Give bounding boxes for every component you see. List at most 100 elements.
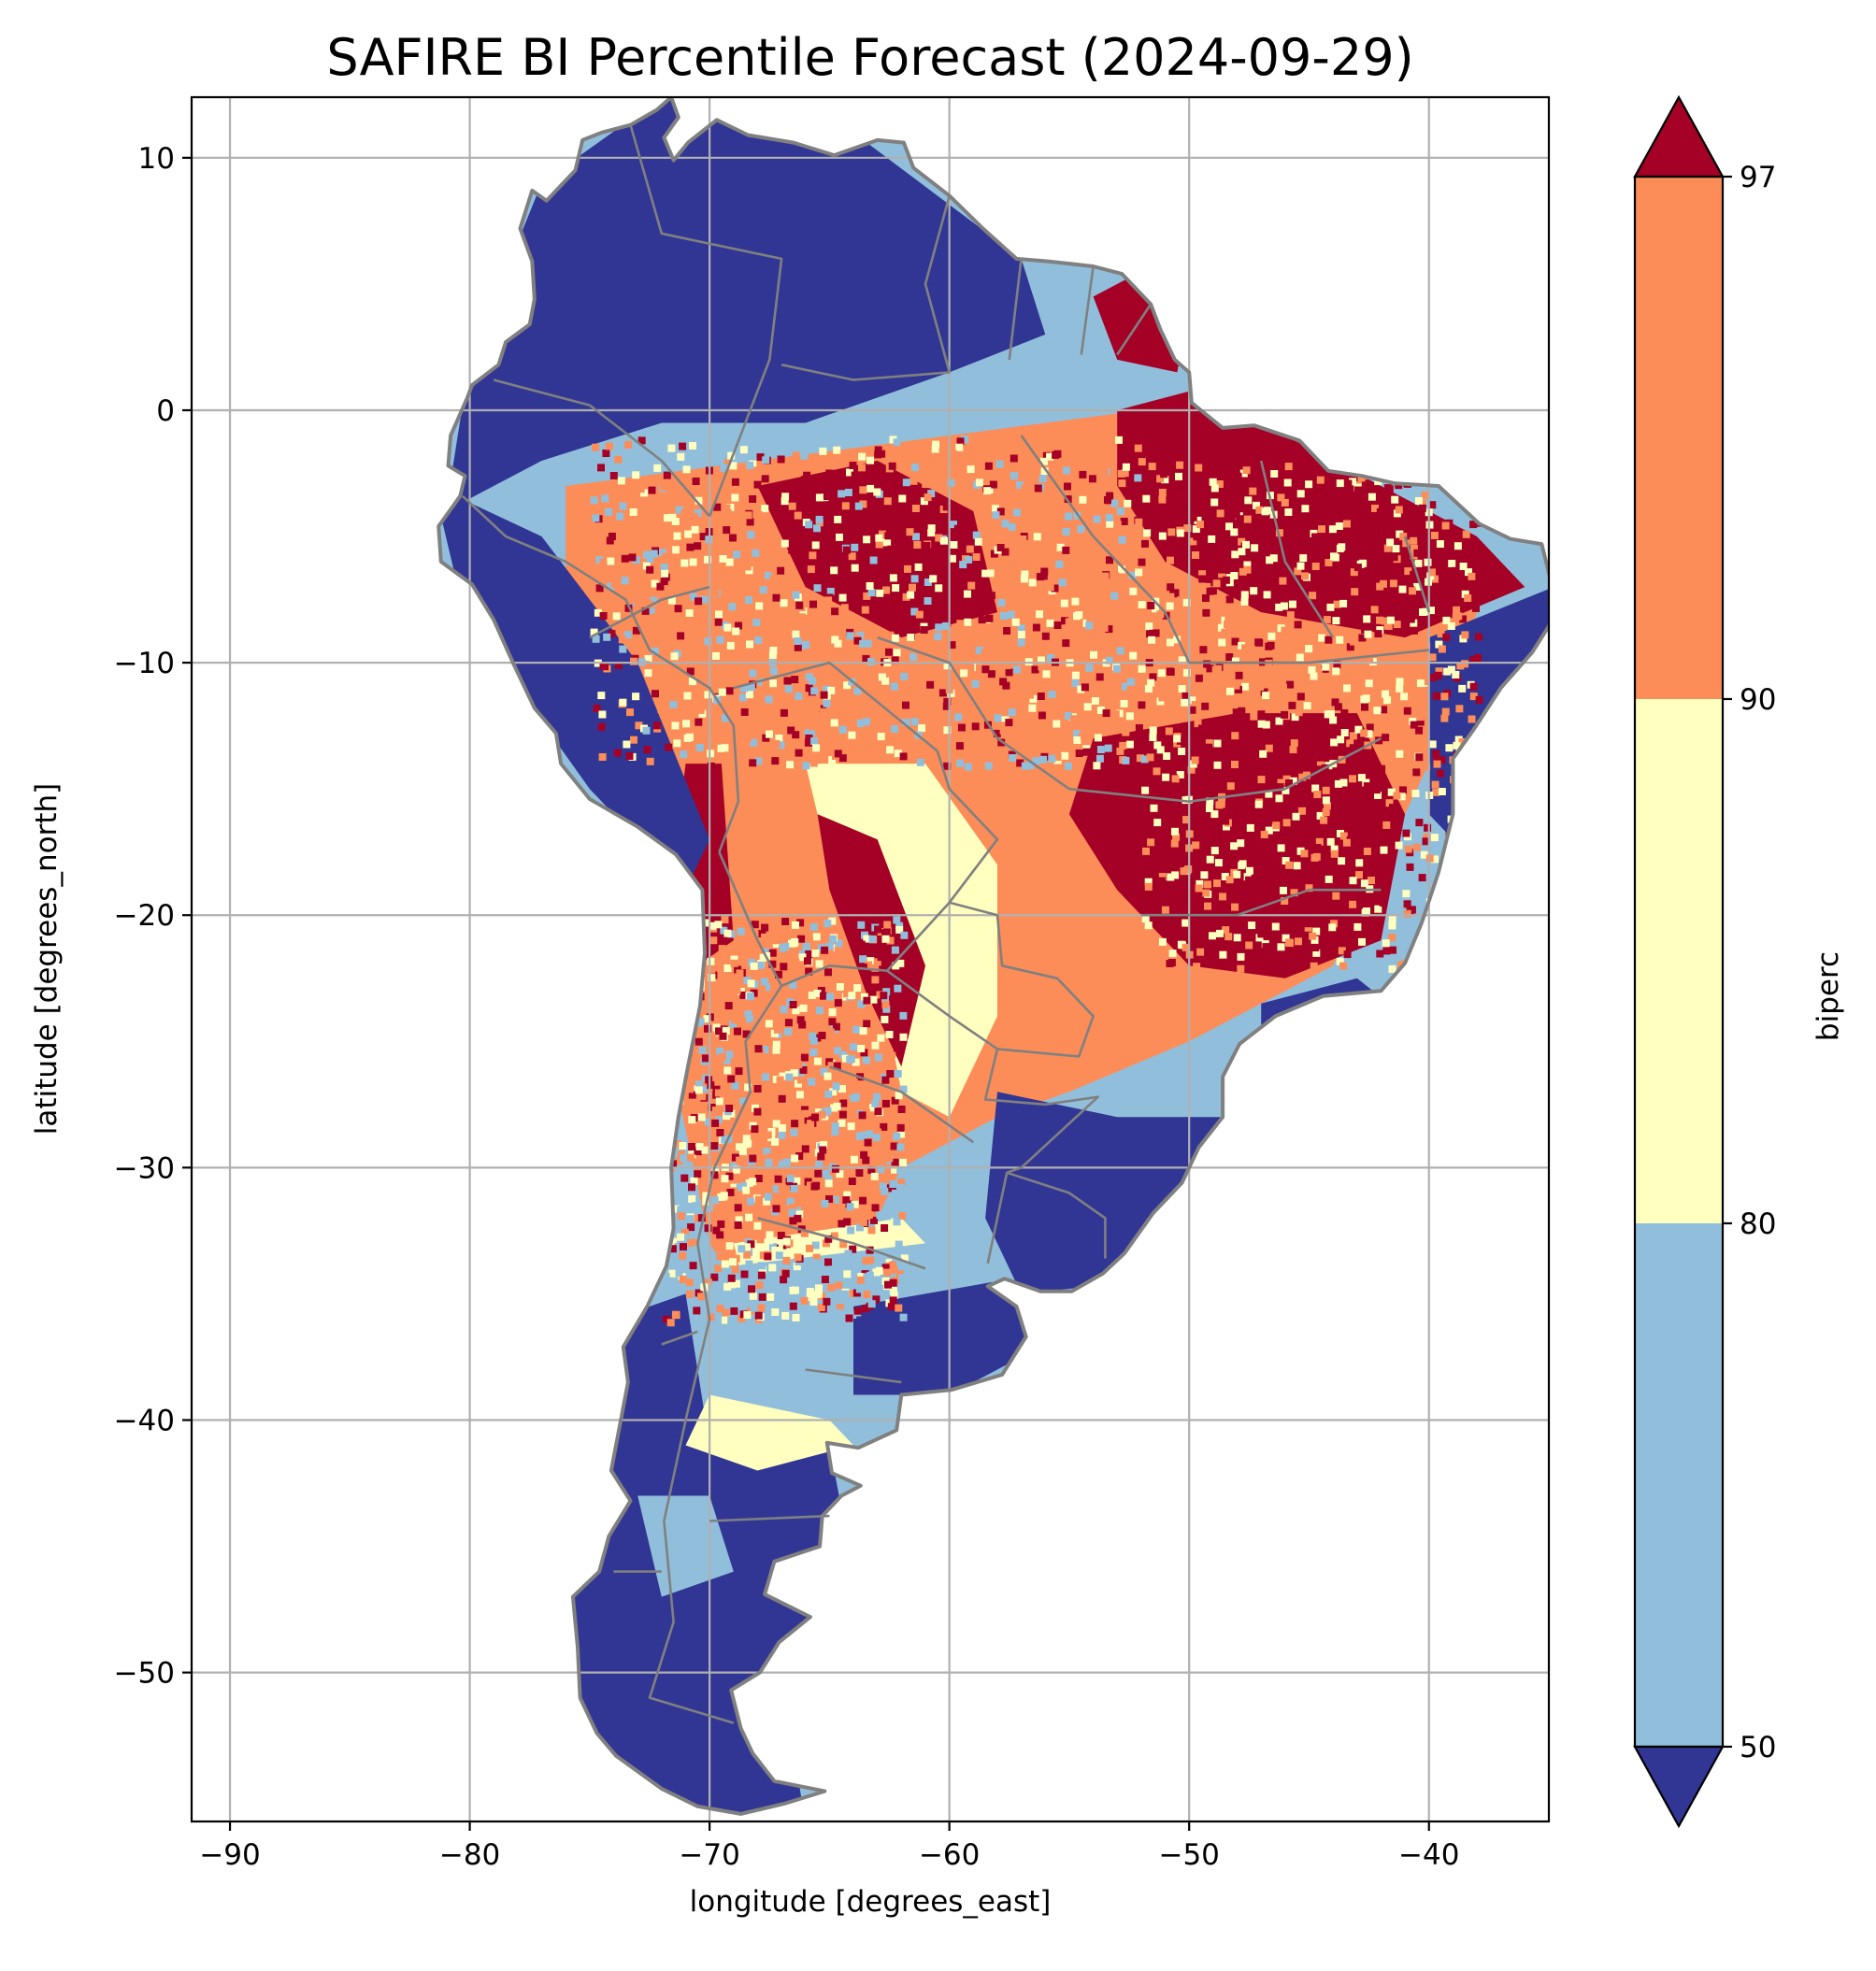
raster-cell: [1342, 703, 1351, 711]
raster-cell: [868, 543, 877, 551]
raster-cell: [761, 1073, 769, 1081]
colorbar-extend-top: [1633, 94, 1725, 179]
raster-cell: [1071, 597, 1080, 606]
raster-cell: [1327, 493, 1336, 501]
raster-cell: [1166, 512, 1173, 521]
raster-cell: [619, 698, 627, 707]
raster-cell: [823, 685, 831, 693]
raster-cell: [746, 640, 753, 649]
map-plot-area[interactable]: [190, 95, 1554, 1824]
raster-cell: [701, 919, 709, 927]
raster-cell: [1064, 482, 1071, 491]
raster-cell: [886, 1074, 895, 1082]
raster-cell: [1266, 556, 1274, 564]
raster-cell: [1407, 779, 1415, 788]
raster-cell: [1153, 819, 1162, 827]
raster-cell: [896, 1143, 905, 1151]
raster-cell: [792, 958, 800, 966]
raster-cell: [786, 1050, 795, 1059]
raster-cell: [1013, 508, 1021, 517]
raster-cell: [954, 713, 963, 721]
raster-cell: [1336, 479, 1344, 488]
raster-cell: [871, 964, 880, 972]
raster-cell: [868, 935, 877, 943]
raster-cell: [1195, 464, 1203, 472]
raster-cell: [746, 518, 754, 526]
raster-cell: [731, 1016, 739, 1024]
raster-cell: [885, 451, 893, 460]
raster-cell: [1240, 591, 1249, 599]
raster-cell: [1267, 465, 1275, 474]
raster-cell: [680, 1174, 689, 1182]
raster-cell: [896, 1183, 905, 1192]
raster-cell: [1420, 850, 1428, 859]
raster-cell: [663, 471, 671, 479]
raster-cell: [727, 1274, 736, 1282]
raster-cell: [780, 1087, 788, 1095]
raster-cell: [718, 688, 726, 696]
raster-cell: [769, 574, 778, 582]
raster-cell: [696, 706, 705, 714]
raster-cell: [1230, 572, 1239, 579]
raster-cell: [1149, 726, 1157, 735]
raster-cell: [670, 652, 679, 661]
raster-cell: [1468, 715, 1476, 723]
raster-cell: [1291, 713, 1299, 721]
raster-cell: [805, 459, 813, 467]
raster-cell: [851, 471, 859, 479]
raster-cell: [1191, 756, 1199, 764]
country-border-line: [877, 636, 1070, 791]
raster-cell: [889, 1296, 897, 1305]
raster-cell: [777, 566, 785, 575]
raster-cell: [851, 1155, 858, 1164]
raster-cell: [729, 1258, 737, 1266]
raster-cell: [1231, 761, 1239, 768]
raster-cell: [1166, 602, 1174, 610]
raster-cell: [605, 442, 613, 450]
raster-cell: [758, 1064, 766, 1073]
raster-cell: [895, 1304, 903, 1312]
raster-cell: [1322, 808, 1330, 817]
raster-cell: [613, 749, 622, 757]
raster-cell: [689, 442, 696, 450]
raster-cell: [976, 664, 983, 672]
raster-cell: [726, 641, 735, 650]
raster-cell: [881, 1187, 889, 1195]
raster-cell: [781, 1311, 790, 1320]
raster-cell: [1216, 509, 1224, 518]
raster-cell: [736, 1156, 744, 1164]
raster-cell: [1233, 934, 1241, 942]
raster-cell: [715, 1097, 723, 1106]
raster-cell: [675, 556, 683, 564]
colorbar-segment: [1635, 699, 1723, 1223]
raster-cell: [1168, 950, 1177, 958]
raster-region-southern-chile-low: [613, 1293, 710, 1471]
raster-cell: [1135, 568, 1143, 577]
raster-cell: [999, 726, 1008, 735]
raster-cell: [734, 1221, 742, 1229]
raster-cell: [883, 1114, 892, 1122]
raster-cell: [857, 940, 866, 949]
raster-cell: [890, 1142, 898, 1150]
raster-cell: [780, 497, 789, 506]
raster-cell: [1316, 916, 1325, 924]
raster-cell: [815, 1284, 823, 1293]
raster-cell: [972, 531, 981, 539]
raster-cell: [1424, 558, 1432, 566]
raster-cell: [1234, 473, 1242, 481]
raster-cell: [747, 979, 755, 988]
raster-cell: [657, 706, 666, 713]
raster-cell: [1285, 938, 1293, 947]
raster-cell: [1119, 608, 1127, 617]
raster-cell: [863, 935, 871, 943]
raster-cell: [1022, 608, 1030, 616]
raster-cell: [1268, 688, 1277, 696]
raster-cell: [707, 1313, 715, 1321]
raster-cell: [1432, 750, 1440, 758]
raster-cell: [827, 1062, 836, 1070]
raster-cell: [1325, 559, 1333, 566]
raster-cell: [1465, 568, 1472, 577]
raster-cell: [838, 490, 846, 498]
raster-cell: [865, 1211, 873, 1219]
raster-cell: [967, 581, 976, 590]
